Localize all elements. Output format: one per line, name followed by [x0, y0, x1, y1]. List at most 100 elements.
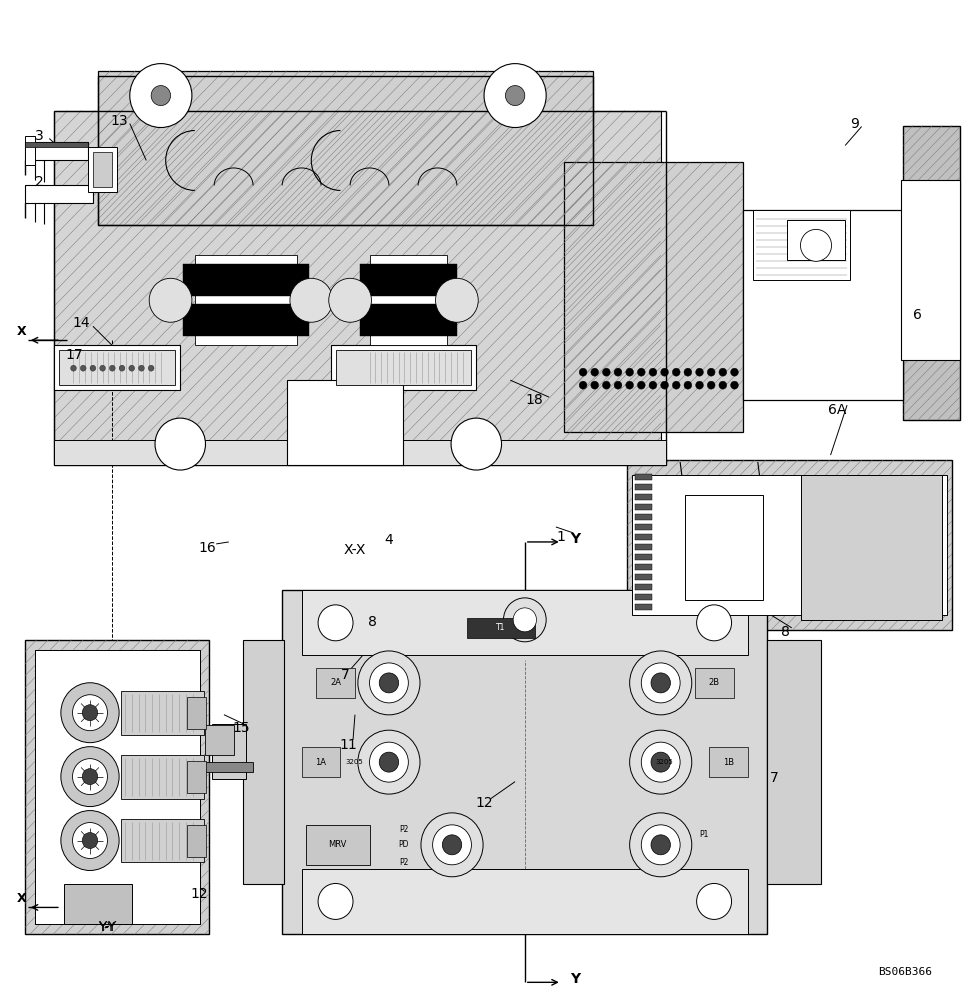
Bar: [25, 136, 35, 165]
Text: 2: 2: [35, 175, 44, 189]
Bar: [187, 825, 206, 857]
Circle shape: [614, 381, 622, 389]
Circle shape: [369, 663, 408, 703]
Text: 16: 16: [198, 541, 217, 555]
Circle shape: [433, 825, 471, 865]
Bar: [35, 650, 199, 924]
Circle shape: [579, 381, 587, 389]
Text: MRV: MRV: [329, 840, 347, 849]
Text: 1A: 1A: [316, 758, 327, 767]
Circle shape: [318, 883, 353, 919]
Bar: [306, 825, 369, 865]
Circle shape: [451, 418, 502, 470]
Bar: [88, 147, 118, 192]
Bar: [635, 584, 652, 590]
Circle shape: [638, 368, 645, 376]
Circle shape: [120, 365, 125, 371]
Bar: [122, 755, 203, 799]
Text: T1: T1: [496, 623, 505, 632]
Bar: [199, 762, 253, 772]
Circle shape: [630, 813, 692, 877]
Bar: [301, 747, 340, 777]
Circle shape: [505, 86, 525, 106]
Circle shape: [708, 381, 715, 389]
Text: 12: 12: [191, 887, 208, 901]
Circle shape: [731, 381, 739, 389]
Text: 13: 13: [110, 114, 128, 128]
Text: 15: 15: [232, 721, 250, 735]
Circle shape: [642, 825, 680, 865]
Bar: [805, 480, 938, 617]
Circle shape: [73, 695, 108, 731]
Bar: [54, 440, 666, 465]
Circle shape: [421, 813, 483, 877]
Circle shape: [83, 769, 98, 785]
Bar: [753, 210, 850, 280]
Circle shape: [155, 418, 205, 470]
Circle shape: [83, 705, 98, 721]
Bar: [564, 162, 744, 432]
Circle shape: [83, 833, 98, 849]
Bar: [64, 884, 132, 924]
Bar: [635, 544, 652, 550]
Circle shape: [603, 368, 610, 376]
Circle shape: [614, 368, 622, 376]
Text: 2B: 2B: [709, 678, 719, 687]
Text: 14: 14: [73, 316, 90, 330]
Bar: [292, 385, 399, 460]
Circle shape: [61, 683, 120, 743]
Bar: [905, 185, 955, 355]
Bar: [25, 640, 209, 934]
Bar: [695, 668, 734, 698]
Circle shape: [708, 368, 715, 376]
Circle shape: [719, 381, 727, 389]
Bar: [282, 590, 768, 934]
Circle shape: [358, 730, 420, 794]
Text: 1: 1: [556, 530, 565, 544]
Bar: [632, 475, 947, 615]
Circle shape: [731, 368, 739, 376]
Text: 12: 12: [475, 796, 493, 810]
Bar: [25, 142, 88, 160]
Text: Y-Y: Y-Y: [99, 921, 116, 934]
Circle shape: [697, 605, 732, 641]
Bar: [627, 460, 952, 630]
Bar: [635, 484, 652, 490]
Bar: [25, 185, 93, 203]
Text: X: X: [17, 325, 27, 338]
Bar: [25, 142, 88, 147]
Text: 6A: 6A: [828, 403, 847, 417]
Circle shape: [696, 368, 704, 376]
Circle shape: [329, 278, 371, 322]
Bar: [467, 618, 535, 638]
Text: 17: 17: [66, 348, 84, 362]
Circle shape: [73, 823, 108, 859]
Bar: [287, 380, 403, 465]
Bar: [771, 643, 817, 881]
Bar: [687, 498, 761, 598]
Bar: [122, 819, 203, 862]
Bar: [243, 640, 284, 884]
Text: X: X: [17, 892, 27, 905]
Bar: [635, 574, 652, 580]
Bar: [685, 495, 763, 600]
Circle shape: [697, 883, 732, 919]
Bar: [360, 264, 457, 296]
Text: 7: 7: [341, 668, 350, 682]
Circle shape: [591, 368, 599, 376]
Text: Y: Y: [571, 972, 580, 986]
Circle shape: [661, 381, 669, 389]
Circle shape: [801, 229, 831, 261]
Bar: [635, 504, 652, 510]
Circle shape: [149, 278, 191, 322]
Text: 7: 7: [770, 771, 779, 785]
Text: 4: 4: [385, 533, 394, 547]
Bar: [35, 650, 199, 924]
Bar: [335, 350, 471, 385]
Text: 3205: 3205: [656, 759, 674, 765]
Circle shape: [626, 381, 634, 389]
Bar: [301, 590, 748, 655]
Circle shape: [603, 381, 610, 389]
Text: BS06B366: BS06B366: [879, 967, 932, 977]
Circle shape: [100, 365, 106, 371]
